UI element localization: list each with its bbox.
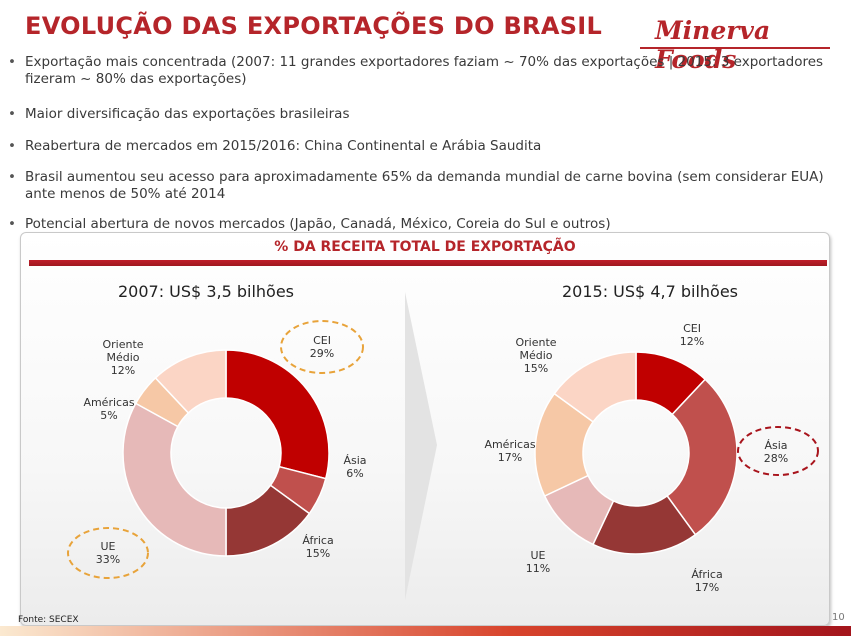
highlight-ellipse-1-asia [737,426,819,476]
donut-slice-0-ue [122,402,227,557]
data-label-0-africa: África 15% [302,534,333,560]
bullet-item: Brasil aumentou seu acesso para aproxima… [8,169,843,203]
chart-title-1: 2015: US$ 4,7 bilhões [562,282,738,301]
donut-slice-0-oriente-medio [154,349,227,414]
page-title: EVOLUÇÃO DAS EXPORTAÇÕES DO BRASIL [25,12,603,40]
data-label-1-africa: África 17% [691,568,722,594]
bottom-decor-bar [0,626,851,636]
data-label-1-oriente-medio: Oriente Médio 15% [515,336,556,375]
logo-underline [640,47,830,49]
data-label-0-americas: Américas 5% [83,396,134,422]
bullet-item: Reabertura de mercados em 2015/2016: Chi… [8,138,843,155]
bullet-list: Exportação mais concentrada (2007: 11 gr… [8,54,843,233]
panel-title: % DA RECEITA TOTAL DE EXPORTAÇÃO [274,239,576,255]
data-label-1-americas: Américas 17% [484,438,535,464]
page-number: 10 [832,612,845,623]
panel-title-rule [29,260,827,266]
data-label-0-oriente-medio: Oriente Médio 12% [102,338,143,377]
chart-title-0: 2007: US$ 3,5 bilhões [118,282,294,301]
data-label-0-cei: CEI 29% [310,334,334,360]
donut-slice-1-oriente-medio [553,351,637,423]
highlight-ellipse-0-ue [67,527,149,579]
donut-slice-1-asia [666,378,738,536]
highlight-ellipse-0-cei [280,320,364,374]
source-note: Fonte: SECEX [18,615,79,625]
divider-arrow [405,292,437,600]
data-label-0-ue: UE 33% [96,540,120,566]
donut-slice-0-cei [225,349,330,480]
bullet-item: Potencial abertura de novos mercados (Ja… [8,216,843,233]
data-label-0-asia: Ásia 6% [343,454,366,480]
data-label-1-asia: Ásia 28% [764,439,788,465]
bullet-item: Exportação mais concentrada (2007: 11 gr… [8,54,843,88]
bullet-item: Maior diversificação das exportações bra… [8,106,843,123]
data-label-1-cei: CEI 12% [680,322,704,348]
data-label-1-ue: UE 11% [526,549,550,575]
